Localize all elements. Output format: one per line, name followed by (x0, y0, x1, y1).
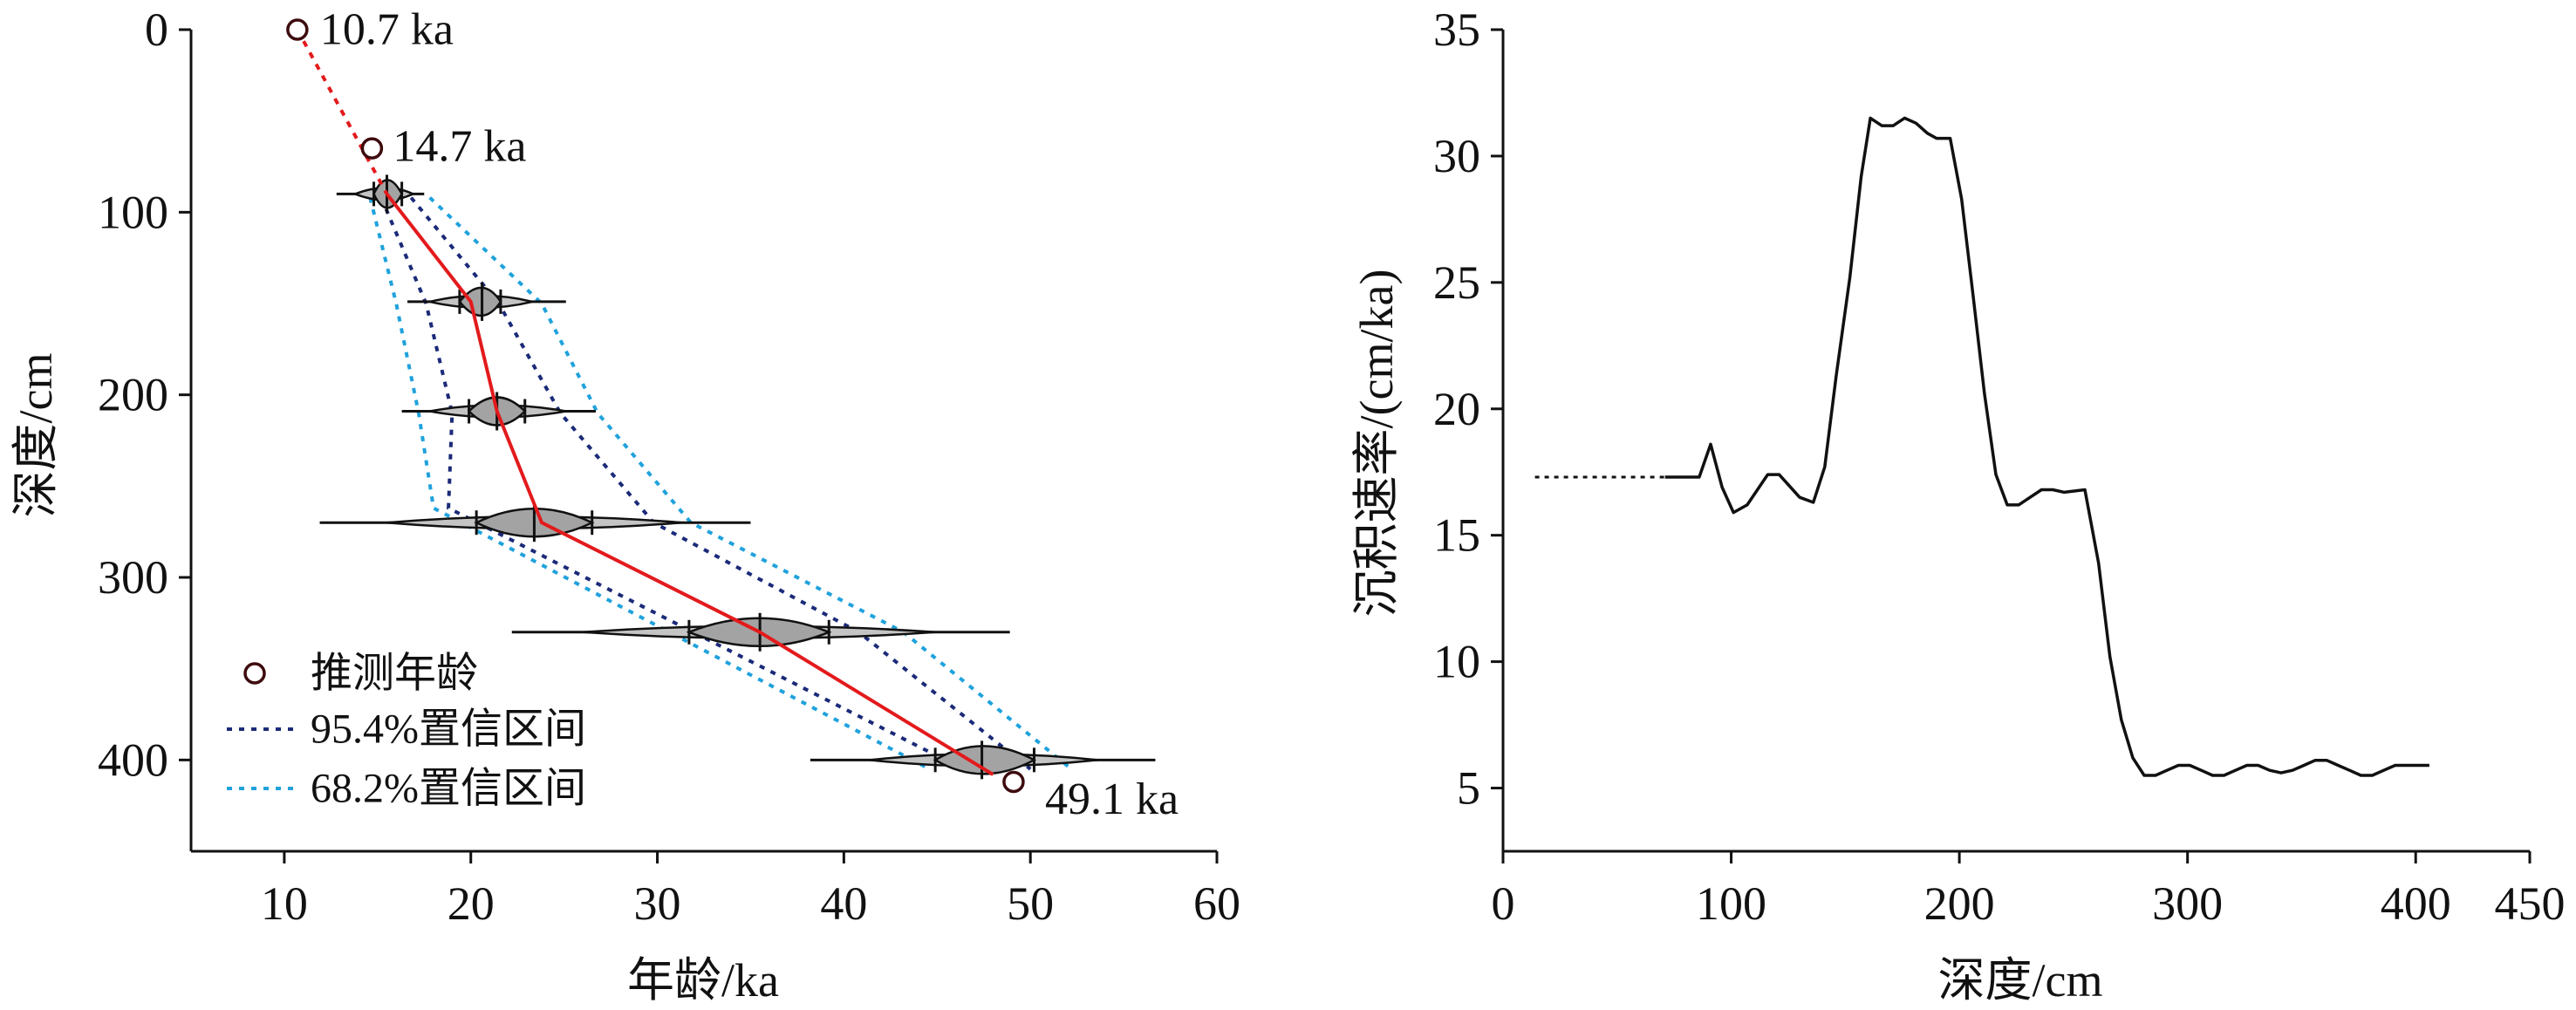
probability-core (458, 286, 502, 317)
sedimentation-rate-line (1664, 116, 2429, 777)
legend-inferred-age-marker (243, 662, 266, 685)
age-depth-ticks: 10 20 30 40 50 60 0 100 200 300 400 (98, 3, 1240, 930)
calibrated-date (407, 282, 566, 321)
confidence-interval-lines (368, 196, 1073, 771)
depth-axis-tick-label: 400 (98, 734, 168, 786)
depth-x-axis-tick-label: 450 (2495, 877, 2566, 930)
ci-68-2-younger-bound-line (368, 197, 931, 771)
ci-95-4-older-bound-line (409, 196, 1032, 771)
depth-x-axis-tick-label: 200 (1924, 877, 1995, 930)
age-axis-tick-label: 10 (261, 877, 308, 930)
age-model-line (385, 193, 994, 776)
rate-axis-tick-label: 10 (1433, 636, 1480, 688)
rate-axis-tick-label: 25 (1433, 256, 1480, 309)
inferred-age-point (1002, 770, 1025, 794)
depth-axis-label: 深度/cm (10, 353, 62, 518)
age-axis-tick-label: 60 (1193, 877, 1240, 930)
rate-axis-tick-label: 15 (1433, 509, 1480, 562)
age-axis-tick-label: 30 (634, 877, 681, 930)
rate-chart-ticks: 0 100 200 300 400 450 5 10 15 20 25 30 35 (1433, 3, 2566, 930)
age-axis-label: 年龄/ka (627, 954, 779, 1007)
depth-x-axis-label: 深度/cm (1938, 954, 2103, 1007)
inferred-age-label: 10.7 ka (320, 5, 454, 55)
inferred-age-point (286, 18, 309, 41)
depth-axis-tick-label: 200 (98, 369, 168, 421)
rate-axis-tick-label: 35 (1433, 3, 1480, 56)
rate-axis-label: 沉积速率/(cm/ka) (1350, 270, 1403, 618)
rate-lines (1534, 116, 2429, 777)
ci-95-4-younger-bound-line (379, 196, 965, 771)
age-depth-chart: 10 20 30 40 50 60 0 100 200 300 400 10.7 ka 14.7 ka… (10, 3, 1240, 1007)
depth-axis-tick-label: 300 (98, 551, 168, 604)
legend-ci-68-2-label: 68.2%置信区间 (311, 766, 586, 812)
inferred-age-points: 10.7 ka 14.7 ka 49.1 ka (286, 5, 1179, 824)
rate-axis-tick-label: 30 (1433, 130, 1480, 182)
inferred-age-label: 49.1 ka (1045, 775, 1179, 824)
legend: 推测年龄 95.4%置信区间 68.2%置信区间 (227, 651, 586, 812)
calibrated-date (319, 503, 751, 543)
depth-axis-tick-label: 100 (98, 186, 168, 238)
rate-axis-tick-label: 20 (1433, 383, 1480, 435)
legend-inferred-age-label: 推测年龄 (311, 651, 478, 697)
inferred-age-label: 14.7 ka (393, 122, 526, 172)
ci-68-2-older-bound-line (428, 196, 1073, 771)
depth-x-axis-tick-label: 0 (1492, 877, 1515, 930)
rate-axis-tick-label: 5 (1457, 762, 1480, 815)
depth-x-axis-tick-label: 300 (2152, 877, 2223, 930)
depth-x-axis-tick-label: 400 (2381, 877, 2451, 930)
age-axis-tick-label: 40 (820, 877, 867, 930)
age-axis-tick-label: 50 (1007, 877, 1054, 930)
extrapolated-age-line (296, 29, 389, 195)
inferred-age-point (360, 137, 384, 160)
depth-axis-tick-label: 0 (145, 3, 168, 56)
calibrated-date (810, 740, 1156, 780)
sedimentation-rate-chart: 0 100 200 300 400 450 5 10 15 20 25 30 35 深度/cm 沉积速率… (1350, 3, 2566, 1007)
legend-ci-95-4-label: 95.4%置信区间 (311, 706, 586, 753)
age-axis-tick-label: 20 (448, 877, 495, 930)
depth-x-axis-tick-label: 100 (1696, 877, 1766, 930)
age-model (296, 29, 994, 776)
